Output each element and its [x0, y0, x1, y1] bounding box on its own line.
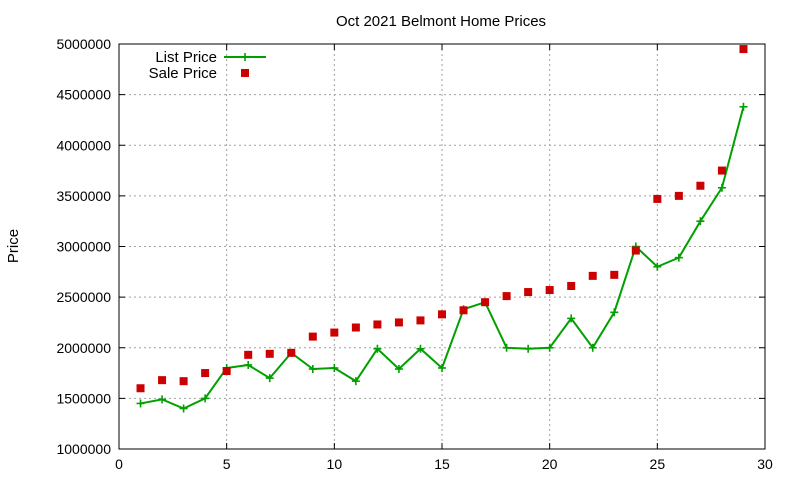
list-price-point	[394, 365, 403, 374]
grid-lines	[119, 44, 765, 449]
list-price-point	[567, 314, 576, 323]
sale-price-point	[158, 376, 167, 385]
list-price-point	[674, 253, 683, 262]
data-series	[136, 45, 748, 413]
list-price-point	[653, 262, 662, 271]
list-price-point	[330, 364, 339, 372]
sale-price-point	[265, 349, 274, 358]
x-tick-label: 10	[327, 456, 343, 472]
sale-price-series	[136, 45, 748, 393]
chart-title: Oct 2021 Belmont Home Prices	[336, 13, 546, 30]
sale-price-point	[696, 181, 705, 190]
list-price-point	[739, 102, 748, 111]
sale-price-point	[438, 310, 446, 319]
sale-price-point	[351, 323, 360, 332]
sale-price-point	[416, 316, 425, 325]
x-tick-label: 15	[434, 456, 450, 472]
sale-price-point	[588, 271, 597, 280]
list-price-point	[610, 308, 619, 317]
list-price-point	[136, 399, 145, 408]
sale-price-point	[244, 350, 253, 359]
list-price-line	[140, 106, 745, 410]
x-tick-label: 5	[223, 456, 231, 472]
y-tick-label: 4000000	[56, 137, 111, 153]
y-tick-label: 3500000	[56, 188, 111, 204]
sale-price-point	[631, 246, 640, 255]
sale-price-point	[481, 298, 490, 307]
sale-price-point	[674, 191, 683, 200]
sale-price-point	[524, 288, 533, 297]
y-tick-label: 2000000	[56, 340, 111, 356]
sale-price-point	[502, 292, 511, 301]
sale-price-point	[653, 194, 662, 203]
y-tick-label: 5000000	[56, 36, 111, 52]
list-price-point	[502, 343, 511, 352]
sale-price-point	[201, 369, 210, 378]
list-price-point	[717, 183, 726, 192]
list-price-point	[545, 343, 554, 352]
list-price-point	[158, 395, 167, 404]
y-tick-label: 4500000	[56, 87, 111, 103]
x-tick-label: 25	[650, 456, 666, 472]
list-price-point	[265, 374, 274, 383]
list-price-point	[308, 365, 317, 374]
list-price-point	[244, 360, 253, 369]
sale-price-point	[717, 166, 726, 175]
list-price-point	[373, 344, 382, 353]
sale-price-point	[739, 45, 748, 54]
sale-price-point	[179, 377, 188, 386]
sale-price-point	[459, 306, 468, 315]
sale-price-point	[394, 318, 403, 327]
x-tick-label: 30	[757, 456, 773, 472]
sale-price-point	[545, 286, 554, 295]
legend-label: Sale Price	[149, 65, 217, 82]
sale-price-point	[287, 348, 296, 357]
legend-label: List Price	[155, 49, 217, 66]
list-price-point	[351, 377, 360, 386]
x-tick-label: 0	[115, 456, 123, 472]
list-price-point	[696, 217, 705, 226]
sale-price-point	[373, 320, 382, 329]
legend-plus-swatch	[241, 53, 249, 61]
y-tick-label: 2500000	[56, 289, 111, 305]
sale-price-point	[330, 328, 339, 337]
y-tick-label: 3000000	[56, 239, 111, 255]
list-price-series	[136, 102, 748, 413]
list-price-point	[438, 364, 446, 372]
y-tick-label: 1500000	[56, 390, 111, 406]
y-axis-label: Price	[5, 229, 22, 263]
axes: 0 5 10 15 20 25 30 1000000 1500000 2000000 2500000…	[56, 36, 773, 472]
sale-price-point	[222, 367, 231, 376]
sale-price-point	[308, 332, 317, 341]
list-price-point	[201, 394, 210, 403]
sale-price-point	[136, 384, 145, 393]
sale-price-point	[610, 270, 619, 279]
legend-square-swatch	[241, 69, 249, 77]
y-tick-label: 1000000	[56, 441, 111, 457]
x-tick-label: 20	[542, 456, 558, 472]
sale-price-point	[567, 281, 576, 290]
list-price-point	[588, 343, 597, 352]
list-price-point	[524, 344, 533, 353]
list-price-point	[179, 404, 188, 413]
list-price-point	[416, 344, 425, 353]
